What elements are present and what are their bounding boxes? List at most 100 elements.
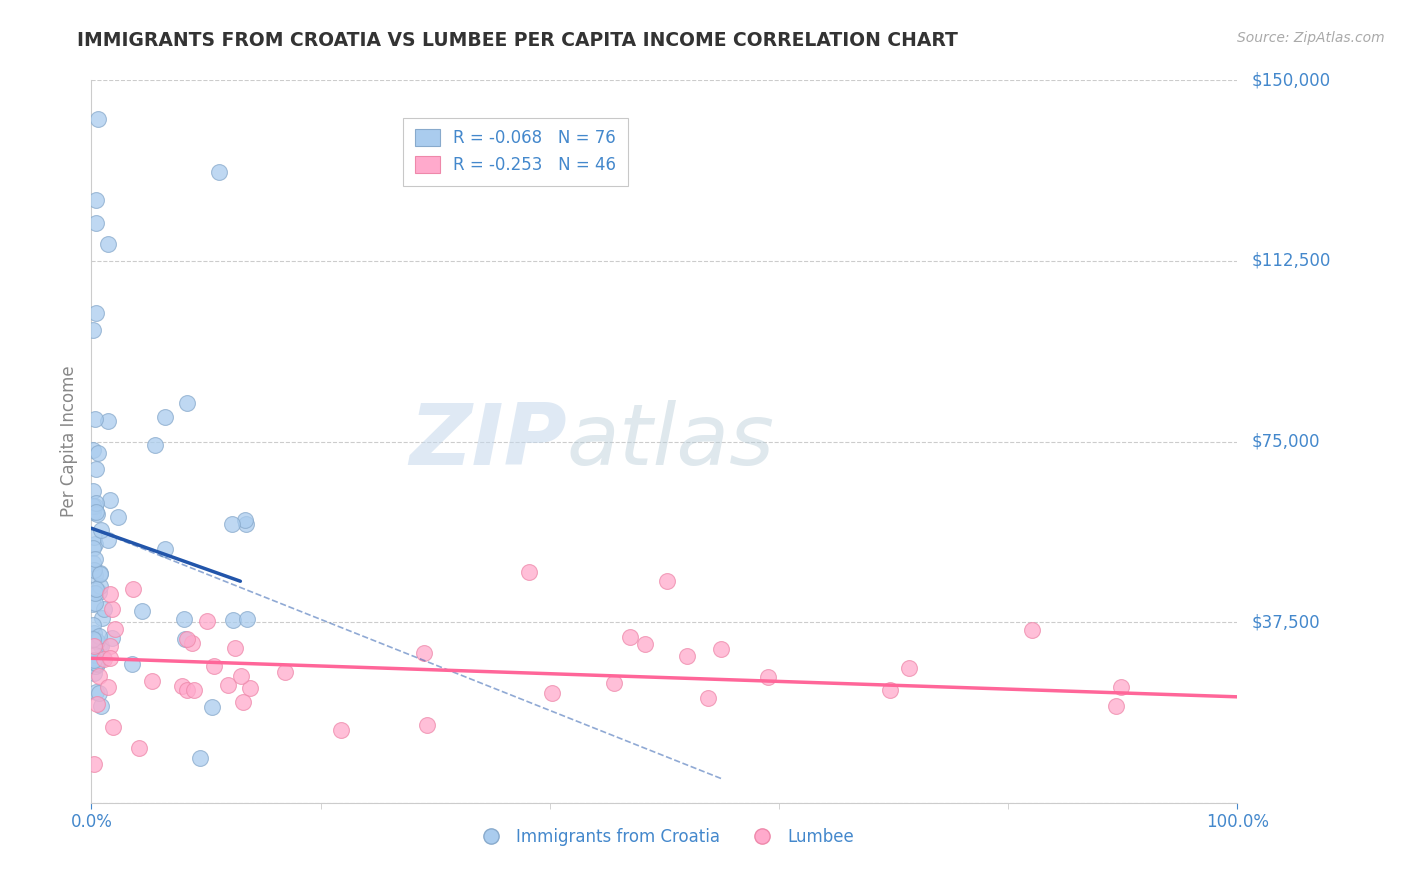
Point bbox=[898, 661, 921, 675]
Point bbox=[104, 622, 127, 636]
Point bbox=[98, 640, 121, 654]
Point bbox=[202, 659, 225, 673]
Point bbox=[84, 306, 107, 320]
Point bbox=[756, 670, 779, 684]
Point bbox=[90, 640, 112, 654]
Point bbox=[91, 649, 114, 664]
Point bbox=[97, 681, 120, 695]
Point bbox=[89, 579, 111, 593]
Point bbox=[221, 516, 243, 531]
Point bbox=[87, 685, 110, 699]
Point bbox=[84, 586, 107, 600]
Point bbox=[176, 396, 198, 410]
Point bbox=[145, 438, 167, 452]
Point bbox=[201, 699, 224, 714]
Point bbox=[273, 665, 295, 679]
Text: ZIP: ZIP bbox=[409, 400, 567, 483]
Text: $150,000: $150,000 bbox=[1251, 71, 1330, 89]
Point bbox=[83, 530, 105, 544]
Text: $75,000: $75,000 bbox=[1251, 433, 1320, 450]
Point bbox=[97, 414, 120, 428]
Point bbox=[97, 533, 120, 547]
Point bbox=[101, 720, 124, 734]
Point bbox=[82, 442, 104, 457]
Point bbox=[82, 631, 104, 645]
Point bbox=[233, 513, 256, 527]
Text: Source: ZipAtlas.com: Source: ZipAtlas.com bbox=[1237, 31, 1385, 45]
Point bbox=[222, 613, 245, 627]
Point bbox=[97, 236, 120, 251]
Point bbox=[239, 681, 262, 695]
Point bbox=[86, 112, 108, 127]
Point bbox=[101, 602, 124, 616]
Point bbox=[98, 587, 121, 601]
Point bbox=[83, 597, 105, 611]
Point bbox=[83, 411, 105, 425]
Point bbox=[83, 653, 105, 667]
Point bbox=[232, 695, 254, 709]
Point bbox=[697, 691, 720, 706]
Point bbox=[86, 507, 108, 521]
Point bbox=[82, 323, 104, 337]
Text: IMMIGRANTS FROM CROATIA VS LUMBEE PER CAPITA INCOME CORRELATION CHART: IMMIGRANTS FROM CROATIA VS LUMBEE PER CA… bbox=[77, 31, 959, 50]
Point bbox=[89, 567, 111, 582]
Point bbox=[655, 574, 678, 589]
Point bbox=[93, 652, 115, 666]
Point bbox=[84, 685, 107, 699]
Point bbox=[83, 757, 105, 772]
Point bbox=[98, 493, 121, 508]
Point bbox=[208, 165, 231, 179]
Point bbox=[90, 524, 112, 538]
Point bbox=[84, 582, 107, 597]
Point bbox=[84, 194, 107, 208]
Point bbox=[98, 651, 121, 665]
Point bbox=[83, 563, 105, 577]
Point bbox=[93, 602, 115, 616]
Point bbox=[170, 679, 193, 693]
Point bbox=[86, 655, 108, 669]
Point bbox=[82, 556, 104, 570]
Point bbox=[90, 611, 112, 625]
Point bbox=[122, 582, 145, 596]
Point bbox=[82, 499, 104, 513]
Point bbox=[84, 216, 107, 230]
Point bbox=[174, 632, 197, 647]
Point bbox=[82, 483, 104, 498]
Point bbox=[83, 639, 105, 653]
Point bbox=[82, 597, 104, 611]
Point bbox=[541, 686, 564, 700]
Point bbox=[86, 657, 108, 671]
Point bbox=[83, 552, 105, 566]
Point bbox=[84, 499, 107, 513]
Point bbox=[1105, 699, 1128, 714]
Point bbox=[84, 537, 107, 551]
Text: $112,500: $112,500 bbox=[1251, 252, 1330, 270]
Point bbox=[87, 445, 110, 459]
Point bbox=[602, 676, 624, 690]
Point bbox=[329, 723, 352, 738]
Point bbox=[89, 584, 111, 599]
Point bbox=[101, 631, 124, 645]
Point bbox=[89, 637, 111, 651]
Point bbox=[107, 510, 129, 524]
Point bbox=[131, 604, 153, 618]
Point bbox=[128, 741, 150, 756]
Point bbox=[710, 642, 733, 657]
Point bbox=[153, 542, 176, 557]
Point bbox=[86, 634, 108, 648]
Point bbox=[121, 657, 143, 671]
Point bbox=[82, 505, 104, 519]
Point bbox=[90, 699, 112, 714]
Point bbox=[236, 612, 259, 626]
Point bbox=[1021, 623, 1043, 637]
Point bbox=[619, 630, 641, 644]
Point bbox=[190, 751, 212, 765]
Point bbox=[84, 568, 107, 582]
Point bbox=[82, 632, 104, 646]
Text: atlas: atlas bbox=[567, 400, 775, 483]
Point bbox=[87, 629, 110, 643]
Point bbox=[176, 632, 198, 646]
Point bbox=[86, 656, 108, 670]
Point bbox=[634, 637, 657, 651]
Point bbox=[86, 659, 108, 673]
